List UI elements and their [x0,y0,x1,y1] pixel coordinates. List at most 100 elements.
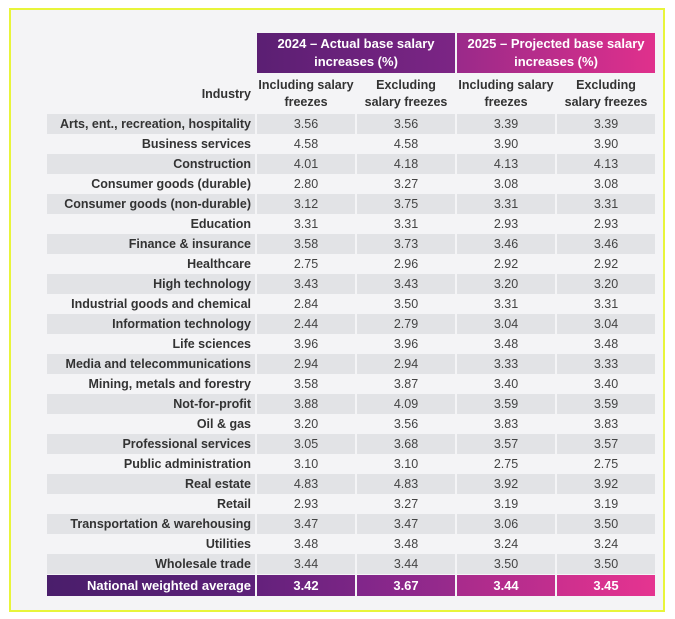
value-cell: 3.19 [593,497,619,511]
value-cell: 4.18 [357,154,455,174]
table-row: Utilities 3.48 3.48 3.24 3.24 [47,534,655,554]
table-row: Transportation & warehousing 3.47 3.47 3.06… [47,514,655,534]
sub-header-2025-including: Including salary freezes [458,77,554,109]
average-value-cell: 3.42 [257,575,355,596]
value-cell: 3.44 [357,554,455,574]
industry-name: High technology [47,274,255,294]
table-frame: 2024 – Actual base salary increases (%) … [9,8,665,612]
value-cell: 3.83 [493,417,519,431]
value-cell: 3.47 [357,514,455,534]
value-cell: 2.92 [593,257,619,271]
average-label: National weighted average [47,575,255,596]
table-row: Real estate 4.83 4.83 3.92 3.92 [47,474,655,494]
value-cell: 3.59 [457,394,555,414]
table-row: Business services 4.58 4.58 3.90 3.90 [47,134,655,154]
value-cell: 3.46 [557,234,655,254]
value-cell: 3.50 [393,297,419,311]
table-row: Professional services 3.05 3.68 3.57 3.57 [47,434,655,454]
value-cell: 3.24 [493,537,519,551]
value-cell: 3.20 [293,417,319,431]
value-cell: 3.31 [393,217,419,231]
value-cell: 4.58 [293,137,319,151]
industry-name: Media and telecommunications [47,354,255,374]
value-cell: 3.40 [593,377,619,391]
value-cell: 3.10 [393,457,419,471]
table-row: Mining, metals and forestry 3.58 3.87 3.40 3… [47,374,655,394]
salary-increase-table: 2024 – Actual base salary increases (%) … [45,33,657,596]
value-cell: 3.33 [457,354,555,374]
value-cell: 3.48 [593,337,619,351]
value-cell: 3.31 [557,194,655,214]
value-cell: 2.93 [493,217,519,231]
industry-name: Mining, metals and forestry [88,377,251,391]
value-cell: 4.09 [357,394,455,414]
table-row: Retail 2.93 3.27 3.19 3.19 [47,494,655,514]
value-cell: 4.13 [557,154,655,174]
value-cell: 3.56 [393,417,419,431]
table-row: Not-for-profit 3.88 4.09 3.59 3.59 [47,394,655,414]
value-cell: 3.50 [557,554,655,574]
value-cell: 3.57 [457,434,555,454]
value-cell: 3.50 [557,514,655,534]
value-cell: 3.08 [593,177,619,191]
value-cell: 3.56 [357,114,455,134]
value-cell: 3.39 [557,114,655,134]
industry-name: Transportation & warehousing [47,514,255,534]
value-cell: 3.05 [257,434,355,454]
table-row: Arts, ent., recreation, hospitality 3.56 3… [47,114,655,134]
value-cell: 3.31 [457,194,555,214]
value-cell: 3.58 [257,234,355,254]
industry-name: Wholesale trade [47,554,255,574]
value-cell: 3.83 [593,417,619,431]
value-cell: 3.68 [357,434,455,454]
average-value-cell: 3.44 [457,575,555,596]
value-cell: 2.79 [357,314,455,334]
table-row: Finance & insurance 3.58 3.73 3.46 3.46 [47,234,655,254]
national-average-row: National weighted average 3.42 3.67 3.44 3.4… [47,575,655,596]
value-cell: 3.47 [257,514,355,534]
sub-header-row: Industry Including salary freezes Exclud… [47,73,655,114]
value-cell: 3.31 [493,297,519,311]
table-row: Industrial goods and chemical 2.84 3.50 3.3… [47,294,655,314]
table-row: Construction 4.01 4.18 4.13 4.13 [47,154,655,174]
value-cell: 2.80 [293,177,319,191]
industry-name: Education [190,217,251,231]
value-cell: 3.90 [593,137,619,151]
value-cell: 3.27 [393,177,419,191]
value-cell: 3.48 [293,537,319,551]
value-cell: 2.92 [493,257,519,271]
table-body: Arts, ent., recreation, hospitality 3.56 3… [47,114,655,596]
group-header-row: 2024 – Actual base salary increases (%) … [47,33,655,73]
value-cell: 3.44 [257,554,355,574]
value-cell: 3.87 [393,377,419,391]
industry-name: Industrial goods and chemical [71,297,251,311]
value-cell: 3.48 [393,537,419,551]
value-cell: 3.43 [357,274,455,294]
value-cell: 2.94 [257,354,355,374]
value-cell: 3.31 [593,297,619,311]
value-cell: 4.58 [393,137,419,151]
sub-header-2024-including: Including salary freezes [258,77,354,109]
industry-name: Retail [216,497,251,511]
industry-name: Finance & insurance [47,234,255,254]
value-cell: 4.13 [457,154,555,174]
group-header-2025: 2025 – Projected base salary increases (… [457,33,655,73]
value-cell: 3.24 [593,537,619,551]
value-cell: 3.56 [257,114,355,134]
value-cell: 3.12 [257,194,355,214]
value-cell: 3.96 [393,337,419,351]
industry-name: Life sciences [172,337,251,351]
value-cell: 3.06 [457,514,555,534]
value-cell: 2.96 [393,257,419,271]
table-row: Consumer goods (durable) 2.80 3.27 3.08 3.08 [47,174,655,194]
value-cell: 3.75 [357,194,455,214]
industry-name: Consumer goods (non-durable) [47,194,255,214]
value-cell: 3.50 [457,554,555,574]
value-cell: 3.10 [293,457,319,471]
industry-name: Construction [47,154,255,174]
value-cell: 3.73 [357,234,455,254]
value-cell: 4.83 [257,474,355,494]
table-row: Education 3.31 3.31 2.93 2.93 [47,214,655,234]
value-cell: 3.20 [457,274,555,294]
industry-name: Information technology [47,314,255,334]
